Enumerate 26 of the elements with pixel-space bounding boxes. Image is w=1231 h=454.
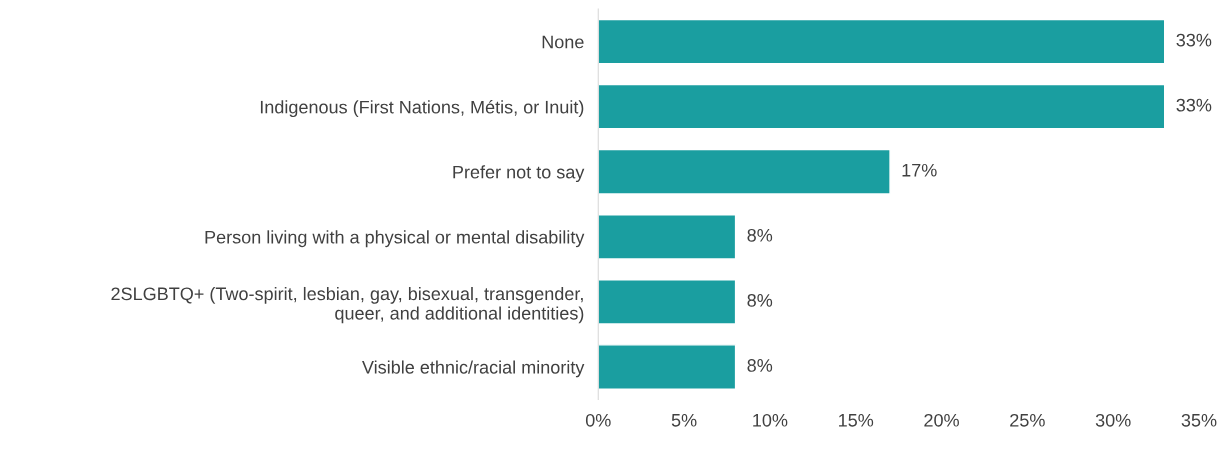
x-tick-label: 30% [1095,413,1131,427]
data-label: 33% [1176,33,1212,47]
bar [598,83,1166,130]
x-tick-label: 15% [839,413,874,427]
x-tick-label: 20% [924,413,959,427]
y-tick-label: 2SLGBTQ+ (Two-spirit, lesbian, gay, bisexual, transgender, queer, and additional identities) [111,286,584,324]
data-label: 8% [747,228,773,242]
y-tick-label: Person living with a physical or mental disability [205,230,585,248]
bar [598,279,737,325]
y-tick-label: Indigenous (First Nations, Métis, or Inuit) [260,100,584,118]
data-label: 8% [747,293,773,307]
x-tick-label: 35% [1181,413,1217,427]
y-tick-label: None [542,35,584,49]
bar [598,18,1166,65]
data-label: 8% [747,359,773,372]
x-tick-label: 5% [671,413,697,427]
x-tick-label: 10% [753,413,788,427]
bar [598,214,737,260]
x-tick-label: 0% [585,413,611,427]
bar [598,148,891,195]
x-tick-label: 25% [1010,413,1045,427]
y-tick-label: Prefer not to say [453,165,585,183]
bar [598,344,737,390]
y-tick-label: Visible ethnic/racial minority [362,360,585,378]
data-label: 17% [902,163,937,177]
data-label: 33% [1176,98,1212,112]
